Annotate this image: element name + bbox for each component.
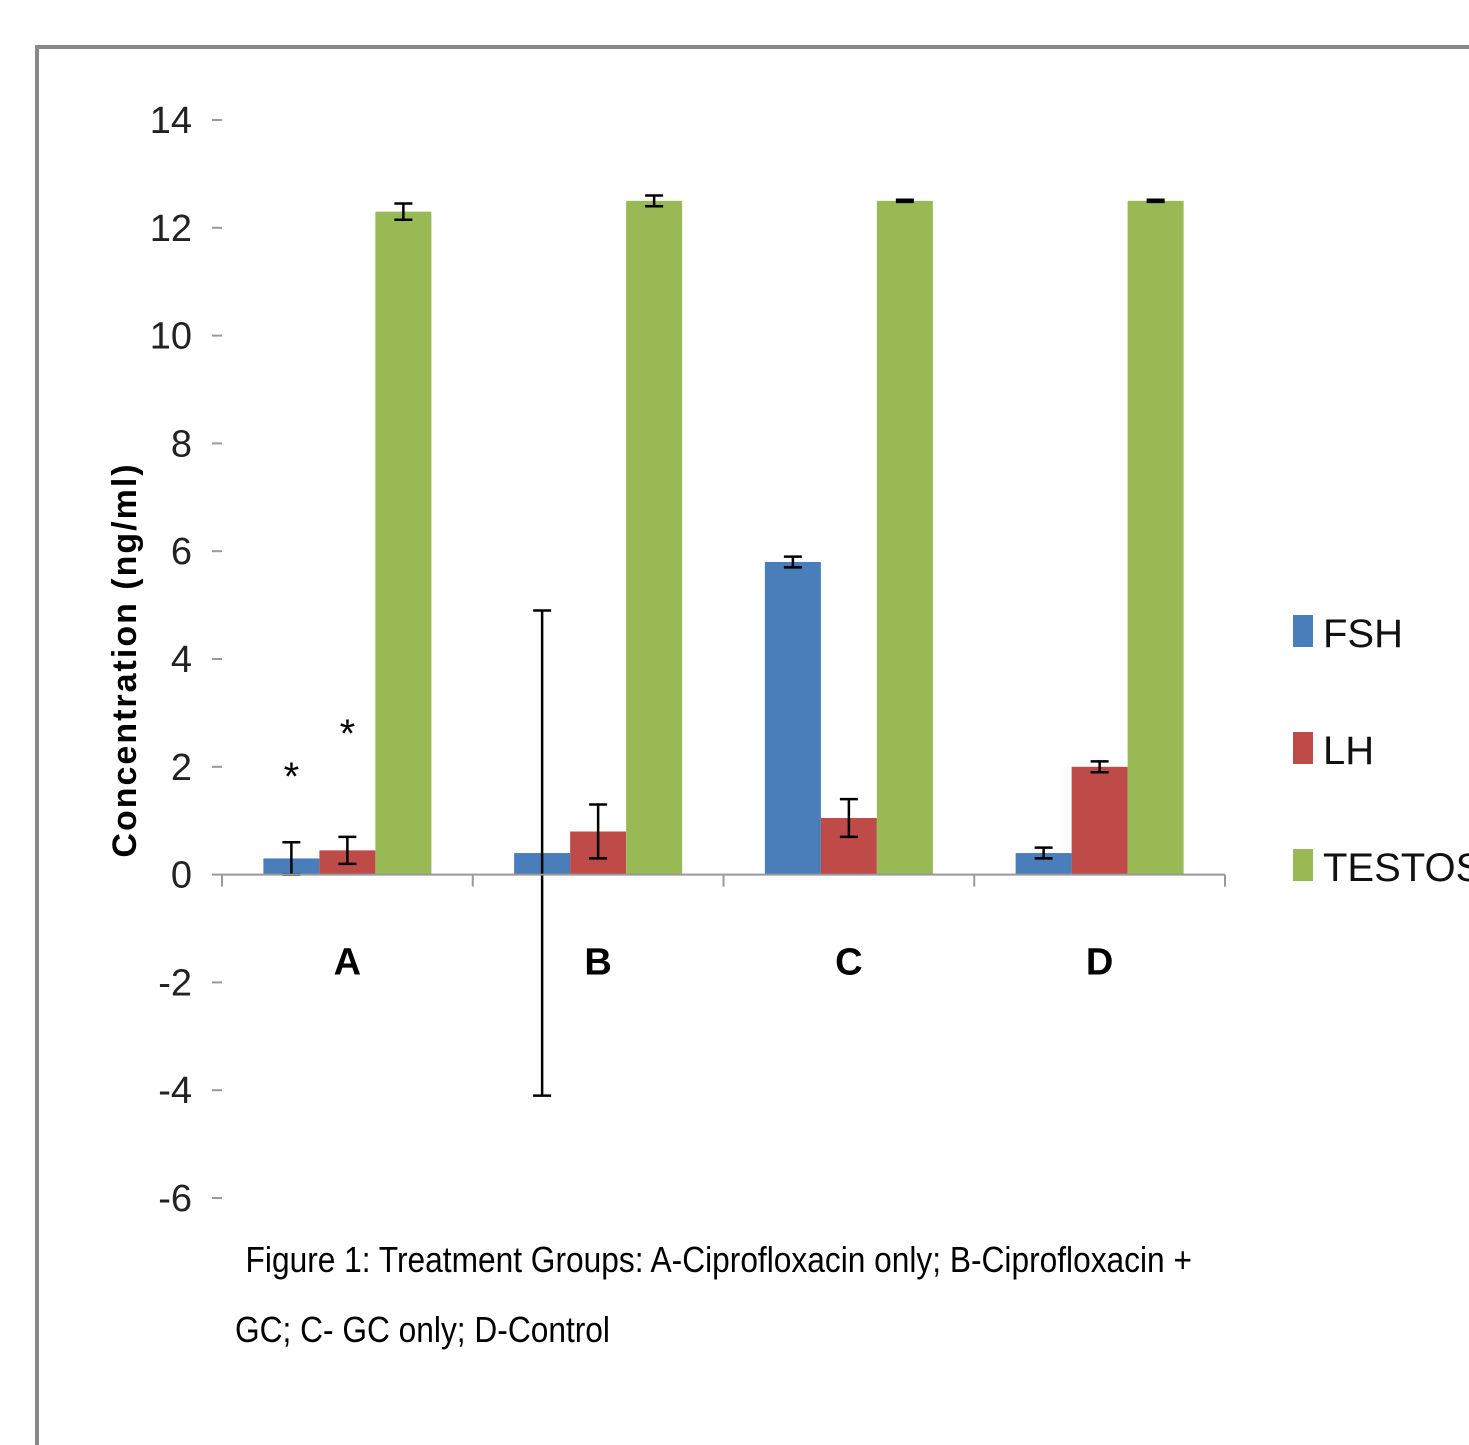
error-bar [895, 198, 914, 204]
bar-fsh-c [764, 561, 821, 875]
y-tick-label: 14 [150, 100, 192, 142]
y-tick-label: -2 [158, 962, 192, 1004]
y-axis-label: Concentration (ng/ml) [106, 462, 144, 857]
caption-line-2: GC; C- GC only; D-Control [235, 1309, 610, 1350]
y-tick-label: 6 [171, 531, 192, 573]
legend-label-fsh: FSH [1323, 612, 1403, 656]
bar-lh-d [1071, 766, 1128, 875]
y-tick-label: 2 [171, 747, 192, 789]
bar-testos-d [1127, 200, 1184, 875]
error-bar [839, 797, 858, 839]
bar-testos-b [626, 200, 683, 875]
y-tick-label: 0 [171, 855, 192, 897]
error-bar [533, 609, 552, 1097]
y-tick-label: 12 [150, 208, 192, 250]
error-bar [394, 202, 413, 221]
error-bar [589, 803, 608, 860]
annotations: ** [284, 712, 356, 799]
category-label: A [334, 942, 361, 984]
legend-swatch-fsh [1293, 615, 1313, 647]
error-bar [338, 835, 357, 866]
figure-frame [35, 45, 1469, 1445]
legend-swatch-lh [1293, 732, 1313, 764]
y-tick-label: 4 [171, 639, 192, 681]
bar-testos-a [375, 211, 432, 875]
x-axis: A B C D [221, 873, 1226, 984]
category-label: D [1086, 942, 1113, 984]
caption-line-1: Figure 1: Treatment Groups: A-Ciprofloxa… [245, 1239, 1192, 1280]
bars [263, 200, 1184, 875]
error-bar [1090, 760, 1109, 774]
y-axis: 14 12 10 8 6 4 2 0 -2 -4 -6 [150, 100, 222, 1220]
figure-caption: Figure 1: Treatment Groups: A-Ciprofloxa… [235, 1225, 1273, 1365]
error-bar [645, 194, 664, 208]
legend-swatch-testos [1293, 849, 1313, 881]
bar-fsh-d [1015, 853, 1072, 875]
legend-label-testos: TESTOS [1323, 846, 1469, 890]
error-bar [1146, 198, 1165, 204]
error-bar [783, 555, 802, 569]
error-bar [1034, 846, 1053, 860]
significance-marker: * [284, 755, 300, 799]
y-tick-label: -4 [158, 1070, 192, 1112]
category-label: B [584, 942, 611, 984]
legend-label-lh: LH [1323, 729, 1374, 773]
error-bars [282, 194, 1165, 1097]
y-tick-label: -6 [158, 1178, 192, 1220]
significance-marker: * [340, 712, 356, 756]
category-label: C [835, 942, 862, 984]
legend: FSH LH TESTOS [1293, 612, 1469, 890]
bar-testos-c [876, 200, 933, 875]
y-tick-label: 10 [150, 316, 192, 358]
y-tick-label: 8 [171, 423, 192, 465]
